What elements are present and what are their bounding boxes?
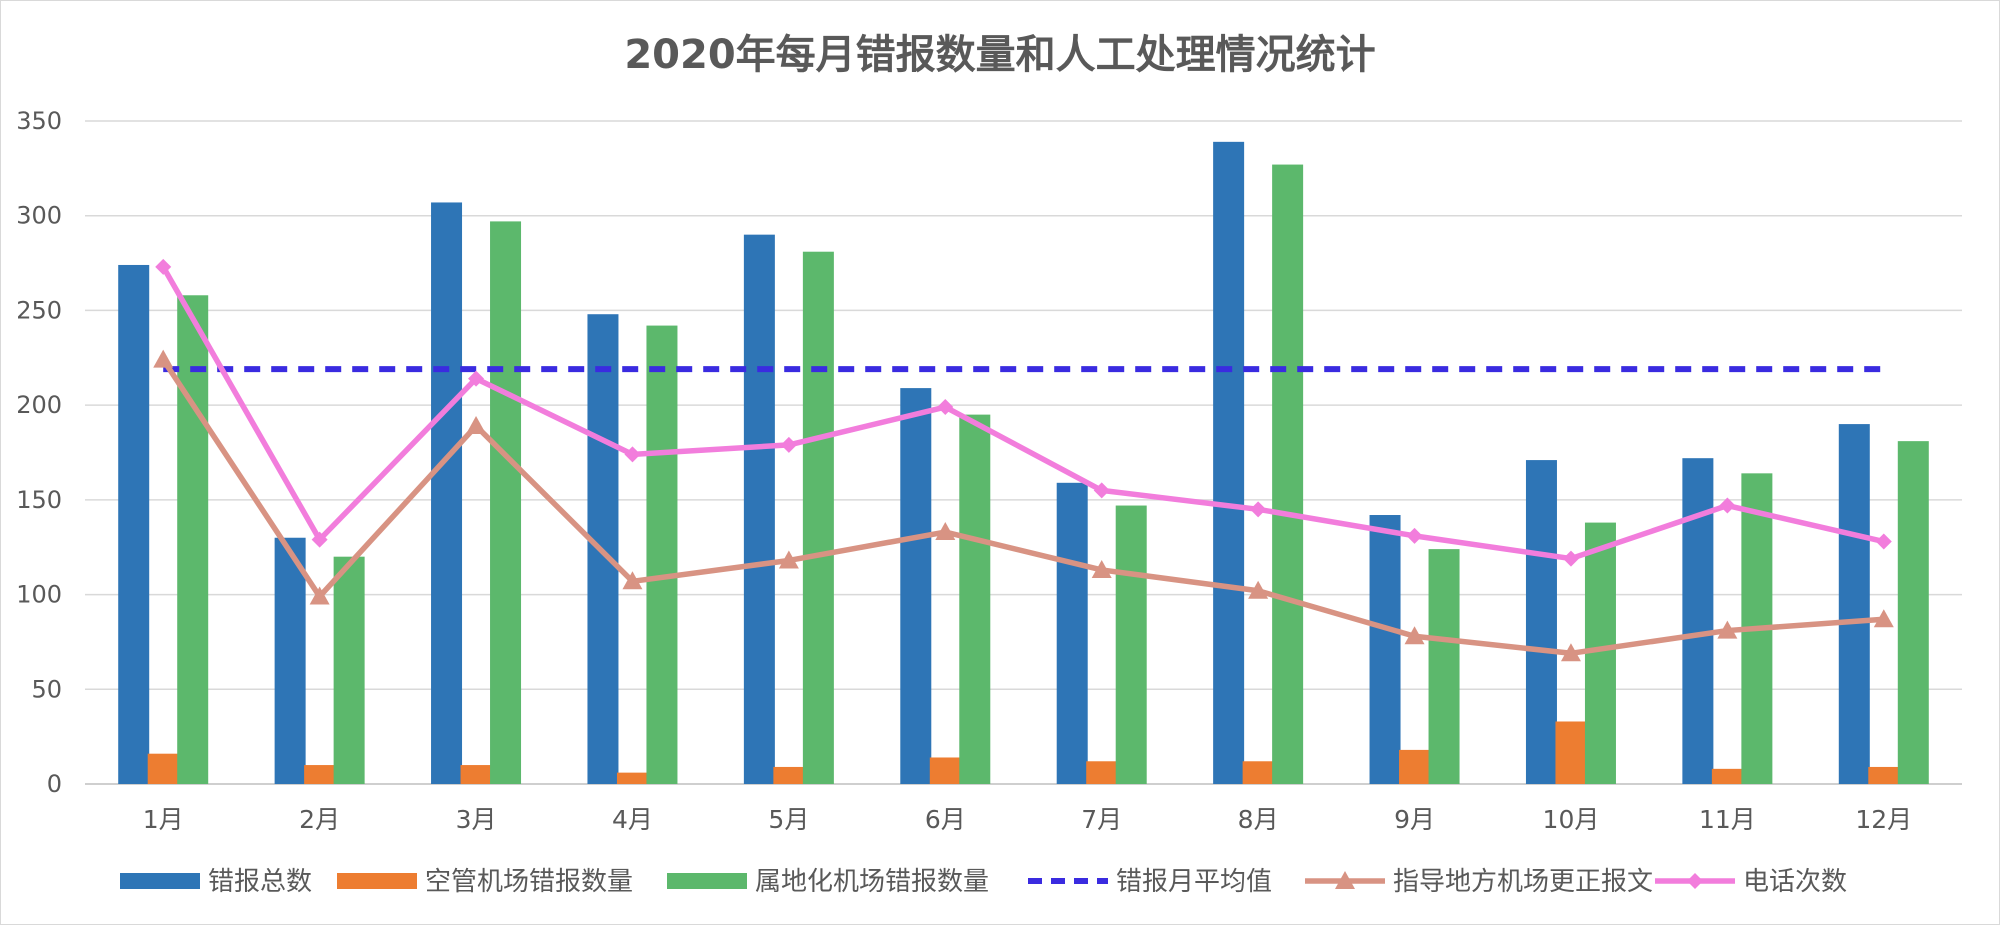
bar (1428, 549, 1460, 784)
bar (274, 537, 306, 784)
y-tick-label: 200 (16, 391, 62, 419)
diamond-marker (1562, 550, 1579, 567)
triangle-marker (153, 349, 174, 368)
x-tick-label: 3月 (456, 805, 497, 834)
bar (460, 765, 492, 784)
legend-swatch (337, 873, 417, 889)
x-tick-label: 7月 (1081, 805, 1122, 834)
diamond-marker (1875, 533, 1892, 550)
bar (118, 264, 150, 785)
triangle-marker (935, 522, 956, 541)
x-tick-label: 1月 (143, 805, 184, 834)
series-line (160, 264, 1887, 562)
bar (743, 234, 775, 784)
series-line (160, 356, 1887, 657)
legend-item: 空管机场错报数量 (337, 867, 633, 897)
triangle-marker (466, 415, 487, 434)
bar (1056, 482, 1088, 784)
legend-item: 错报月平均值 (1028, 867, 1272, 897)
bar (333, 556, 365, 784)
x-tick-label: 4月 (612, 805, 653, 834)
bar (1838, 424, 1870, 784)
legend-label: 空管机场错报数量 (425, 867, 633, 897)
x-tick-label: 10月 (1543, 805, 1600, 834)
triangle-marker (778, 550, 799, 569)
y-tick-label: 250 (16, 296, 62, 324)
y-tick-label: 100 (16, 581, 62, 609)
bar (1399, 749, 1431, 784)
bar (1213, 141, 1245, 784)
bar (490, 221, 522, 784)
triangle-marker (1717, 620, 1738, 639)
diamond-marker (1406, 527, 1423, 544)
bar (1369, 515, 1401, 784)
bar (1682, 458, 1714, 784)
x-tick-label: 12月 (1855, 805, 1912, 834)
chart-title: 2020年每月错报数量和人工处理情况统计 (624, 32, 1375, 78)
bar (1272, 164, 1304, 784)
bar (646, 325, 678, 784)
bar (1086, 761, 1118, 784)
diamond-marker (155, 258, 172, 275)
diamond-marker (780, 436, 797, 453)
legend-label: 错报月平均值 (1116, 867, 1272, 897)
legend-item: 错报总数 (120, 867, 312, 897)
triangle-marker (1560, 643, 1581, 662)
bar (929, 757, 961, 784)
diamond-marker (468, 370, 485, 387)
x-tick-label: 6月 (925, 805, 966, 834)
x-tick-label: 5月 (768, 805, 809, 834)
y-tick-label: 0 (47, 770, 62, 798)
legend-swatch (120, 873, 200, 889)
x-tick-label: 8月 (1238, 805, 1279, 834)
diamond-marker (624, 446, 641, 463)
x-tick-label: 2月 (299, 805, 340, 834)
legend-item: 电话次数 (1655, 867, 1847, 897)
legend-label: 错报总数 (208, 867, 312, 897)
bar (900, 388, 932, 784)
diamond-marker (937, 399, 954, 416)
y-tick-label: 50 (31, 675, 62, 703)
bar (1525, 460, 1557, 784)
diamond-marker (1250, 501, 1267, 518)
legend-item: 指导地方机场更正报文 (1305, 867, 1653, 897)
diamond-marker (1719, 497, 1736, 514)
y-tick-label: 350 (16, 107, 62, 135)
triangle-marker (1404, 626, 1425, 645)
bar (616, 772, 648, 784)
bar (1711, 768, 1743, 784)
bar (1115, 505, 1147, 784)
legend-swatch (667, 873, 747, 889)
bar (304, 765, 336, 784)
bar (1242, 761, 1274, 784)
triangle-marker (1873, 609, 1894, 628)
diamond-marker (1093, 482, 1110, 499)
legend-marker (1335, 871, 1355, 889)
bar (1868, 766, 1900, 784)
bar (959, 414, 991, 784)
legend-item: 属地化机场错报数量 (667, 867, 989, 897)
legend-label: 属地化机场错报数量 (755, 867, 989, 897)
bar (1897, 441, 1929, 784)
triangle-marker (309, 586, 330, 605)
diamond-marker (311, 531, 328, 548)
bar (1555, 721, 1587, 784)
bar (773, 766, 805, 784)
bar (177, 295, 209, 784)
bar (147, 753, 179, 784)
legend-label: 电话次数 (1743, 867, 1847, 897)
legend-label: 指导地方机场更正报文 (1393, 867, 1653, 897)
legend-marker (1687, 873, 1703, 889)
y-tick-label: 300 (16, 202, 62, 230)
triangle-marker (1091, 559, 1112, 578)
triangle-marker (622, 571, 643, 590)
triangle-marker (1248, 580, 1269, 599)
bar (1584, 522, 1616, 784)
x-tick-label: 11月 (1699, 805, 1756, 834)
y-tick-label: 150 (16, 486, 62, 514)
bar (431, 202, 463, 784)
x-tick-label: 9月 (1394, 805, 1435, 834)
bar (802, 251, 834, 785)
